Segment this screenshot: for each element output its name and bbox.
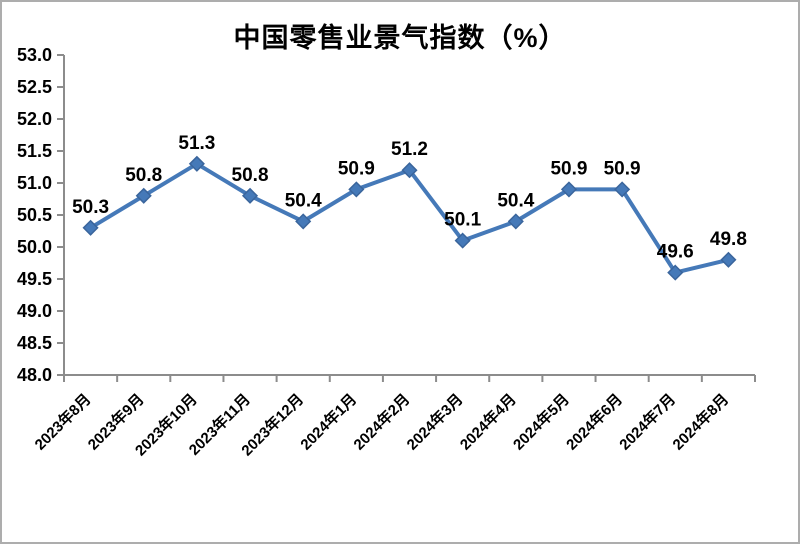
y-axis-tick-label: 53.0	[17, 45, 52, 65]
x-axis-tick-label: 2024年5月	[509, 390, 572, 453]
y-axis-tick-label: 51.0	[17, 173, 52, 193]
data-point-marker	[560, 181, 578, 198]
data-point-marker	[401, 162, 418, 179]
data-point-marker	[135, 187, 152, 204]
data-point-label: 50.3	[72, 197, 109, 218]
data-point-marker	[614, 181, 631, 198]
data-point-label: 50.8	[232, 165, 269, 186]
data-point-label: 50.1	[444, 210, 481, 231]
data-point-marker	[295, 213, 312, 230]
data-point-label: 50.8	[125, 165, 162, 186]
data-point-label: 49.8	[710, 229, 747, 250]
x-axis-tick-label: 2024年1月	[297, 390, 360, 453]
y-axis-tick-label: 52.0	[17, 109, 52, 129]
y-axis-tick-label: 50.5	[17, 205, 52, 225]
data-point-label: 51.3	[178, 133, 215, 154]
data-point-label: 50.9	[550, 158, 587, 179]
data-point-marker	[82, 219, 99, 236]
data-point-marker	[188, 155, 205, 172]
data-point-marker	[507, 213, 524, 230]
y-axis-tick-label: 50.0	[17, 237, 52, 257]
x-axis-tick-label: 2024年6月	[563, 390, 626, 453]
data-point-marker	[454, 232, 471, 249]
data-point-label: 51.2	[391, 139, 428, 160]
data-point-marker	[667, 264, 684, 281]
series-line	[88, 161, 731, 275]
x-axis-tick-label: 2024年2月	[350, 390, 413, 453]
data-point-marker	[720, 251, 737, 268]
y-axis-tick-label: 48.5	[17, 333, 52, 353]
data-point-label: 49.6	[657, 242, 694, 263]
chart-title: 中国零售业景气指数（%）	[233, 23, 567, 53]
data-point-label: 50.4	[285, 190, 322, 211]
x-axis-tick-label: 2024年3月	[403, 390, 466, 453]
y-axis-tick-label: 49.0	[17, 301, 52, 321]
data-point-marker	[241, 187, 259, 204]
y-axis-tick-label: 52.5	[17, 77, 52, 97]
x-axis-tick-label: 2023年8月	[31, 390, 94, 453]
data-point-label: 50.9	[338, 158, 375, 179]
x-axis-tick-label: 2024年8月	[669, 390, 732, 453]
data-point-label: 50.4	[497, 190, 534, 211]
y-axis-tick-label: 49.5	[17, 269, 52, 289]
data-point-label: 50.9	[604, 158, 641, 179]
x-axis-tick-label: 2024年7月	[616, 390, 679, 453]
y-axis-tick-label: 51.5	[17, 141, 52, 161]
y-axis-tick-label: 48.0	[17, 365, 52, 385]
x-axis-tick-label: 2024年4月	[456, 390, 519, 453]
data-point-marker	[348, 181, 365, 198]
